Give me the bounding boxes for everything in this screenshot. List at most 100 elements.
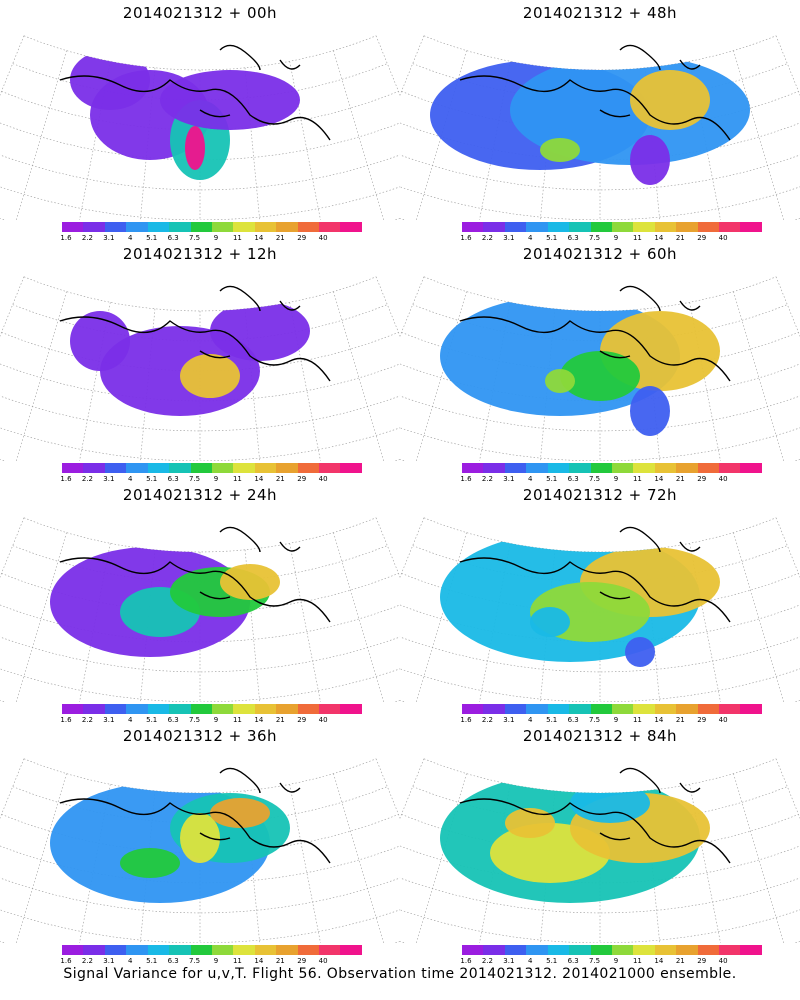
colorbar-swatch <box>83 222 105 232</box>
variance-field <box>440 532 720 667</box>
meridian-line <box>775 517 800 578</box>
colorbar-tick-label: 14 <box>254 716 264 724</box>
colorbar-tick-label: 4 <box>528 234 533 242</box>
colorbar-swatch <box>633 704 655 714</box>
colorbar <box>462 704 762 714</box>
meridian-line <box>16 291 67 461</box>
colorbar-tick-label: 6.3 <box>167 957 179 965</box>
colorbar-tick-label: 40 <box>318 234 328 242</box>
colorbar-swatch <box>719 463 741 473</box>
meridian-line <box>289 543 321 702</box>
colorbar-tick-label: 40 <box>718 475 728 483</box>
colorbar-tick-label: 11 <box>632 716 642 724</box>
meridian-line <box>333 50 384 220</box>
colorbar-swatch <box>62 704 84 714</box>
colorbar-tick-label: 29 <box>297 234 307 242</box>
latitude-line <box>0 186 400 220</box>
meridian-line <box>733 50 784 220</box>
colorbar-swatch <box>169 222 191 232</box>
colorbar-tick-label: 5.1 <box>546 234 558 242</box>
map-plot <box>0 35 400 220</box>
panel-title: 2014021312 + 72h <box>522 486 678 504</box>
colorbar-tick-label: 4 <box>528 957 533 965</box>
coastlines <box>59 767 331 864</box>
colorbar-swatch <box>297 945 320 955</box>
colorbar-swatch <box>147 704 170 714</box>
colorbar-swatch <box>590 222 612 232</box>
meridian-line <box>733 532 784 702</box>
colorbar-swatch <box>276 222 298 232</box>
colorbar-tick-label: 3.1 <box>103 234 115 242</box>
colorbar-tick-label: 29 <box>697 475 707 483</box>
colorbar-swatch <box>654 222 677 232</box>
colorbar-tick-label: 4 <box>528 475 533 483</box>
colorbar-swatch <box>233 945 255 955</box>
colorbar-swatch <box>276 463 298 473</box>
latitude-line <box>23 517 377 553</box>
colorbar-tick-label: 21 <box>275 475 285 483</box>
latitude-line <box>400 668 800 702</box>
colorbar-swatch <box>719 222 741 232</box>
coastline-path <box>59 526 331 623</box>
colorbar-tick-label: 2.2 <box>481 716 493 724</box>
colorbar-swatch <box>147 945 170 955</box>
colorbar-swatch <box>169 704 191 714</box>
variance-field <box>440 296 720 436</box>
coastline-path <box>59 285 331 382</box>
colorbar-swatch <box>611 945 634 955</box>
colorbar-swatch <box>676 945 698 955</box>
colorbar-tick-label: 21 <box>675 475 685 483</box>
colorbar-swatch <box>276 945 298 955</box>
panel-title: 2014021312 + 60h <box>522 245 678 263</box>
latitude-line <box>23 35 377 71</box>
colorbar-tick-label: 11 <box>232 475 242 483</box>
colorbar-swatch <box>319 463 341 473</box>
colorbar-ticks: 1.6 2.2 3.1 4 5.1 6.3 7.5 9 11 14 21 29 40 <box>460 716 762 726</box>
meridian-line <box>375 35 400 96</box>
colorbar-swatch <box>233 463 255 473</box>
variance-contour <box>180 813 220 863</box>
latitude-line <box>12 545 388 583</box>
latitude-line <box>400 186 800 220</box>
colorbar-swatch <box>83 704 105 714</box>
colorbar-ticks: 1.6 2.2 3.1 4 5.1 6.3 7.5 9 11 14 21 29 40 <box>60 234 362 244</box>
latitude-line <box>23 758 377 794</box>
figure-caption: Signal Variance for u,v,T. Flight 56. Ob… <box>63 966 737 982</box>
colorbar-swatch <box>126 704 148 714</box>
coastline-path <box>459 767 731 864</box>
colorbar-tick-label: 4 <box>128 234 133 242</box>
colorbar-swatch <box>633 222 655 232</box>
colorbar-tick-label: 3.1 <box>503 234 515 242</box>
meridian-line <box>775 35 800 96</box>
colorbar-tick-label: 7.5 <box>188 234 201 242</box>
panel-title: 2014021312 + 12h <box>122 245 278 263</box>
coastlines <box>459 526 731 623</box>
colorbar-swatch <box>147 222 170 232</box>
colorbar-tick-label: 29 <box>297 716 307 724</box>
colorbar-tick-label: 11 <box>632 475 642 483</box>
coastline-path <box>459 285 731 382</box>
meridian-line <box>375 758 400 819</box>
variance-contour <box>625 637 655 667</box>
colorbar-tick-label: 2.2 <box>81 957 93 965</box>
colorbar-swatch <box>319 704 341 714</box>
meridian-line <box>289 784 321 943</box>
latitude-line <box>0 668 400 702</box>
colorbar-tick-label: 40 <box>318 716 328 724</box>
colorbar-tick-label: 3.1 <box>503 957 515 965</box>
colorbar-swatch <box>62 222 84 232</box>
meridian-line <box>775 276 800 337</box>
colorbar-swatch <box>297 463 320 473</box>
variance-field <box>50 547 280 657</box>
colorbar-tick-label: 9 <box>613 716 619 724</box>
latitude-line <box>0 845 400 884</box>
colorbar-swatch <box>254 463 277 473</box>
colorbar-swatch <box>697 704 720 714</box>
colorbar-swatch <box>211 222 234 232</box>
colorbar-swatch <box>697 945 720 955</box>
colorbar-swatch <box>547 463 570 473</box>
colorbar-swatch <box>740 945 762 955</box>
colorbar-tick-label: 5.1 <box>146 234 158 242</box>
meridian-line <box>400 758 425 819</box>
meridian-line <box>400 35 425 96</box>
